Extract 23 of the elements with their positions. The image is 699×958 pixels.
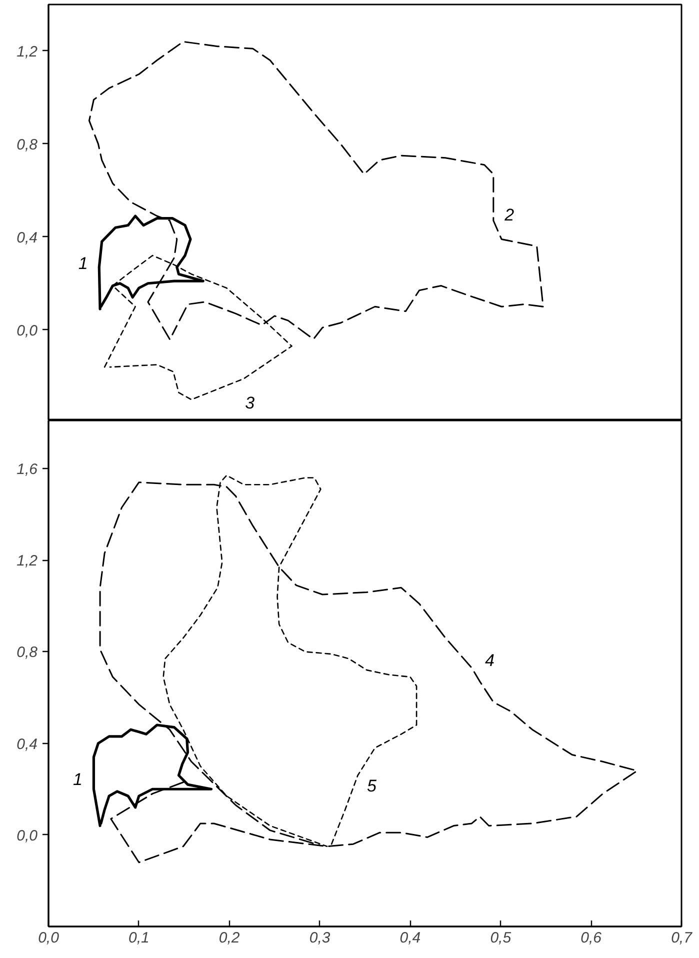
- x-tick-label: 0,4: [400, 930, 421, 946]
- x-tick-label: 0,5: [490, 930, 512, 946]
- x-tick-label: 0,0: [38, 930, 60, 946]
- series-label: 4: [484, 650, 494, 670]
- x-tick-label: 0,6: [580, 930, 602, 946]
- x-tick-label: 0,7: [671, 930, 693, 946]
- series-label: 2: [504, 206, 515, 225]
- y-tick-label: 0,0: [16, 827, 38, 844]
- x-tick-label: 0,3: [309, 930, 331, 946]
- y-tick-label: 0,0: [16, 322, 38, 340]
- y-tick-label: 1,2: [16, 552, 38, 570]
- series-label: 5: [367, 776, 378, 796]
- y-tick-label: 1,2: [16, 43, 38, 60]
- y-tick-label: 1,6: [16, 461, 38, 478]
- y-tick-label: 0,8: [16, 644, 38, 662]
- series-label: 1: [72, 770, 82, 790]
- series-label: 1: [78, 254, 88, 274]
- y-tick-label: 0,8: [16, 136, 38, 154]
- series-label: 3: [245, 394, 256, 413]
- x-tick-label: 0,2: [218, 930, 240, 946]
- x-tick-label: 0,1: [128, 930, 150, 946]
- y-tick-label: 0,4: [16, 229, 38, 246]
- y-tick-label: 0,4: [16, 736, 38, 753]
